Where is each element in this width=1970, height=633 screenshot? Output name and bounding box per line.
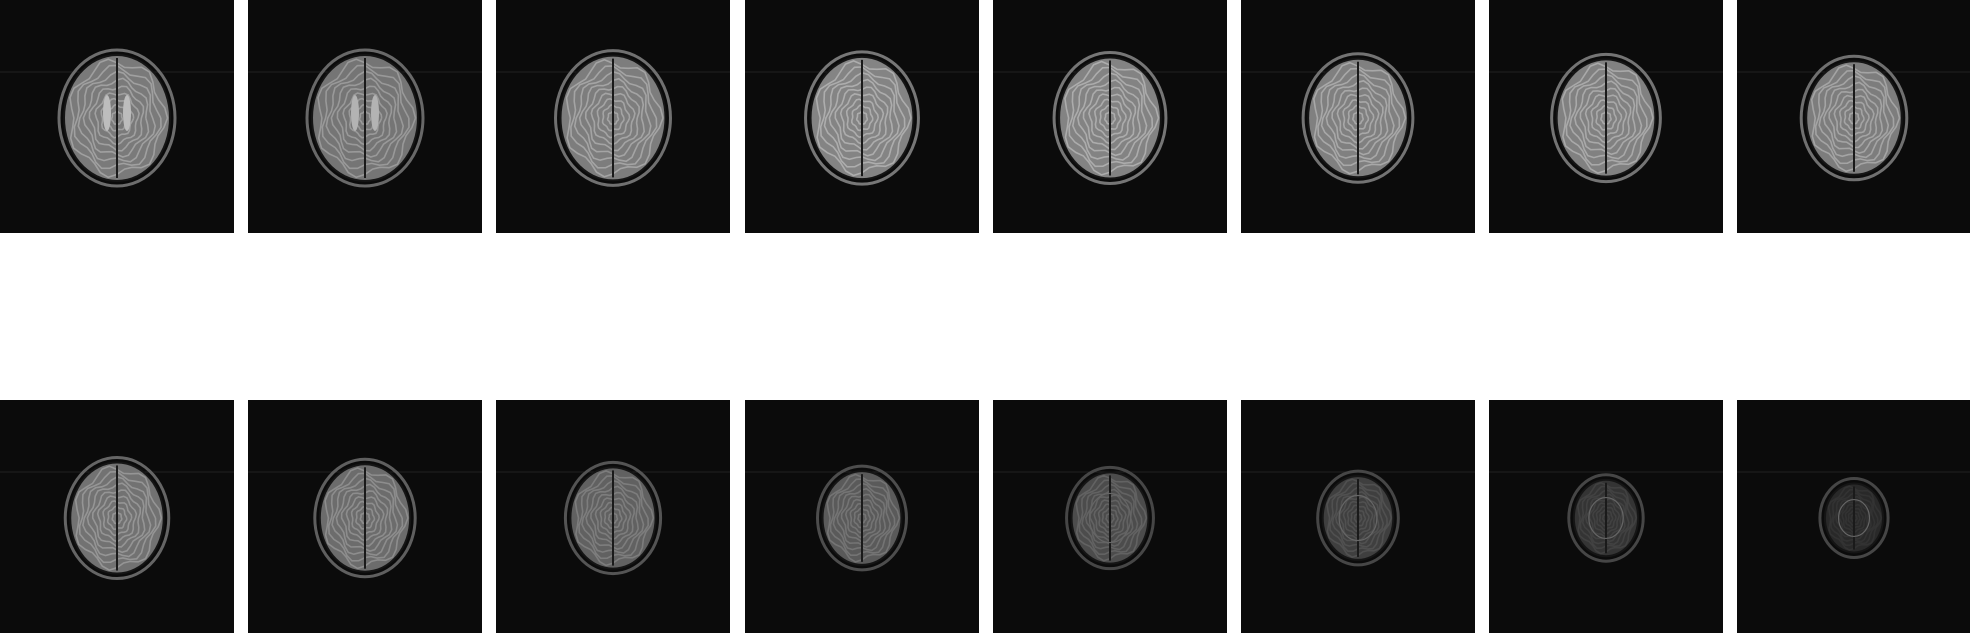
gyri-texture [574,470,655,567]
skull-outline [563,460,663,576]
mri-slice-tile [1737,400,1970,633]
skull-outline [804,50,920,186]
gyri-texture [324,467,409,570]
right-ventricle [371,95,379,131]
mri-slice-tile [993,400,1227,633]
skull-outline [1316,469,1400,567]
mri-slice-image [993,0,1227,233]
mri-slice-tile [745,400,979,633]
gyri-texture [1312,61,1407,175]
gyri-texture [1576,481,1638,555]
mri-slice-tile [496,400,730,633]
mri-slice-image [0,0,234,233]
mri-slice-tile [1489,400,1723,633]
gyri-texture [826,473,901,563]
skull-outline [1301,52,1415,184]
skull-outline [1052,50,1168,186]
top-row [0,0,1970,233]
skull-outline [554,49,672,187]
gyri-texture [1064,60,1160,176]
gyri-texture [565,58,664,178]
left-ventricle [351,95,359,131]
gyri-texture [74,465,163,571]
mri-slice-image [1489,400,1723,633]
mri-slice-tile [993,0,1227,233]
mri-slice-tile [0,400,234,633]
right-ventricle [123,95,131,131]
bottom-row [0,400,1970,633]
mri-slice-image [1489,0,1723,233]
skull-outline [1065,465,1155,571]
mri-slice-image [1737,0,1970,233]
mri-slice-image [496,400,730,633]
mri-slice-tile [248,400,482,633]
mri-slice-image [1241,400,1475,633]
skull-outline [816,464,908,572]
gyri-texture [1561,62,1654,174]
inner-structure [1588,496,1624,540]
mri-slice-image [745,0,979,233]
inner-structure [1837,498,1871,538]
mri-slice-tile [248,0,482,233]
skull-outline [63,455,171,581]
mri-slice-tile [1241,400,1475,633]
left-ventricle [103,95,111,131]
mri-slice-tile [745,0,979,233]
mri-slice-image [1241,0,1475,233]
gyri-texture [1810,64,1901,173]
skull-outline [1550,52,1662,184]
mri-slice-image [993,400,1227,633]
skull-outline [1799,54,1909,182]
skull-outline [313,457,417,579]
mri-slice-tile [0,0,234,233]
skull-outline [57,48,177,188]
mri-slice-tile [496,0,730,233]
skull-outline [1567,473,1645,563]
gyri-texture [1326,478,1393,558]
mri-slice-tile [1737,0,1970,233]
inner-structure [1338,494,1378,542]
mri-slice-image [496,0,730,233]
mri-slice-image [745,400,979,633]
gyri-texture [1075,474,1148,562]
mri-slice-image [1737,400,1970,633]
mri-slice-image [248,0,482,233]
skull-outline [305,48,425,188]
mri-slice-tile [1241,0,1475,233]
inner-structure [1088,492,1132,544]
mri-slice-image [248,400,482,633]
gyri-texture [815,60,912,177]
mri-slice-image [0,400,234,633]
mri-slice-tile [1489,0,1723,233]
skull-outline [1818,477,1890,559]
